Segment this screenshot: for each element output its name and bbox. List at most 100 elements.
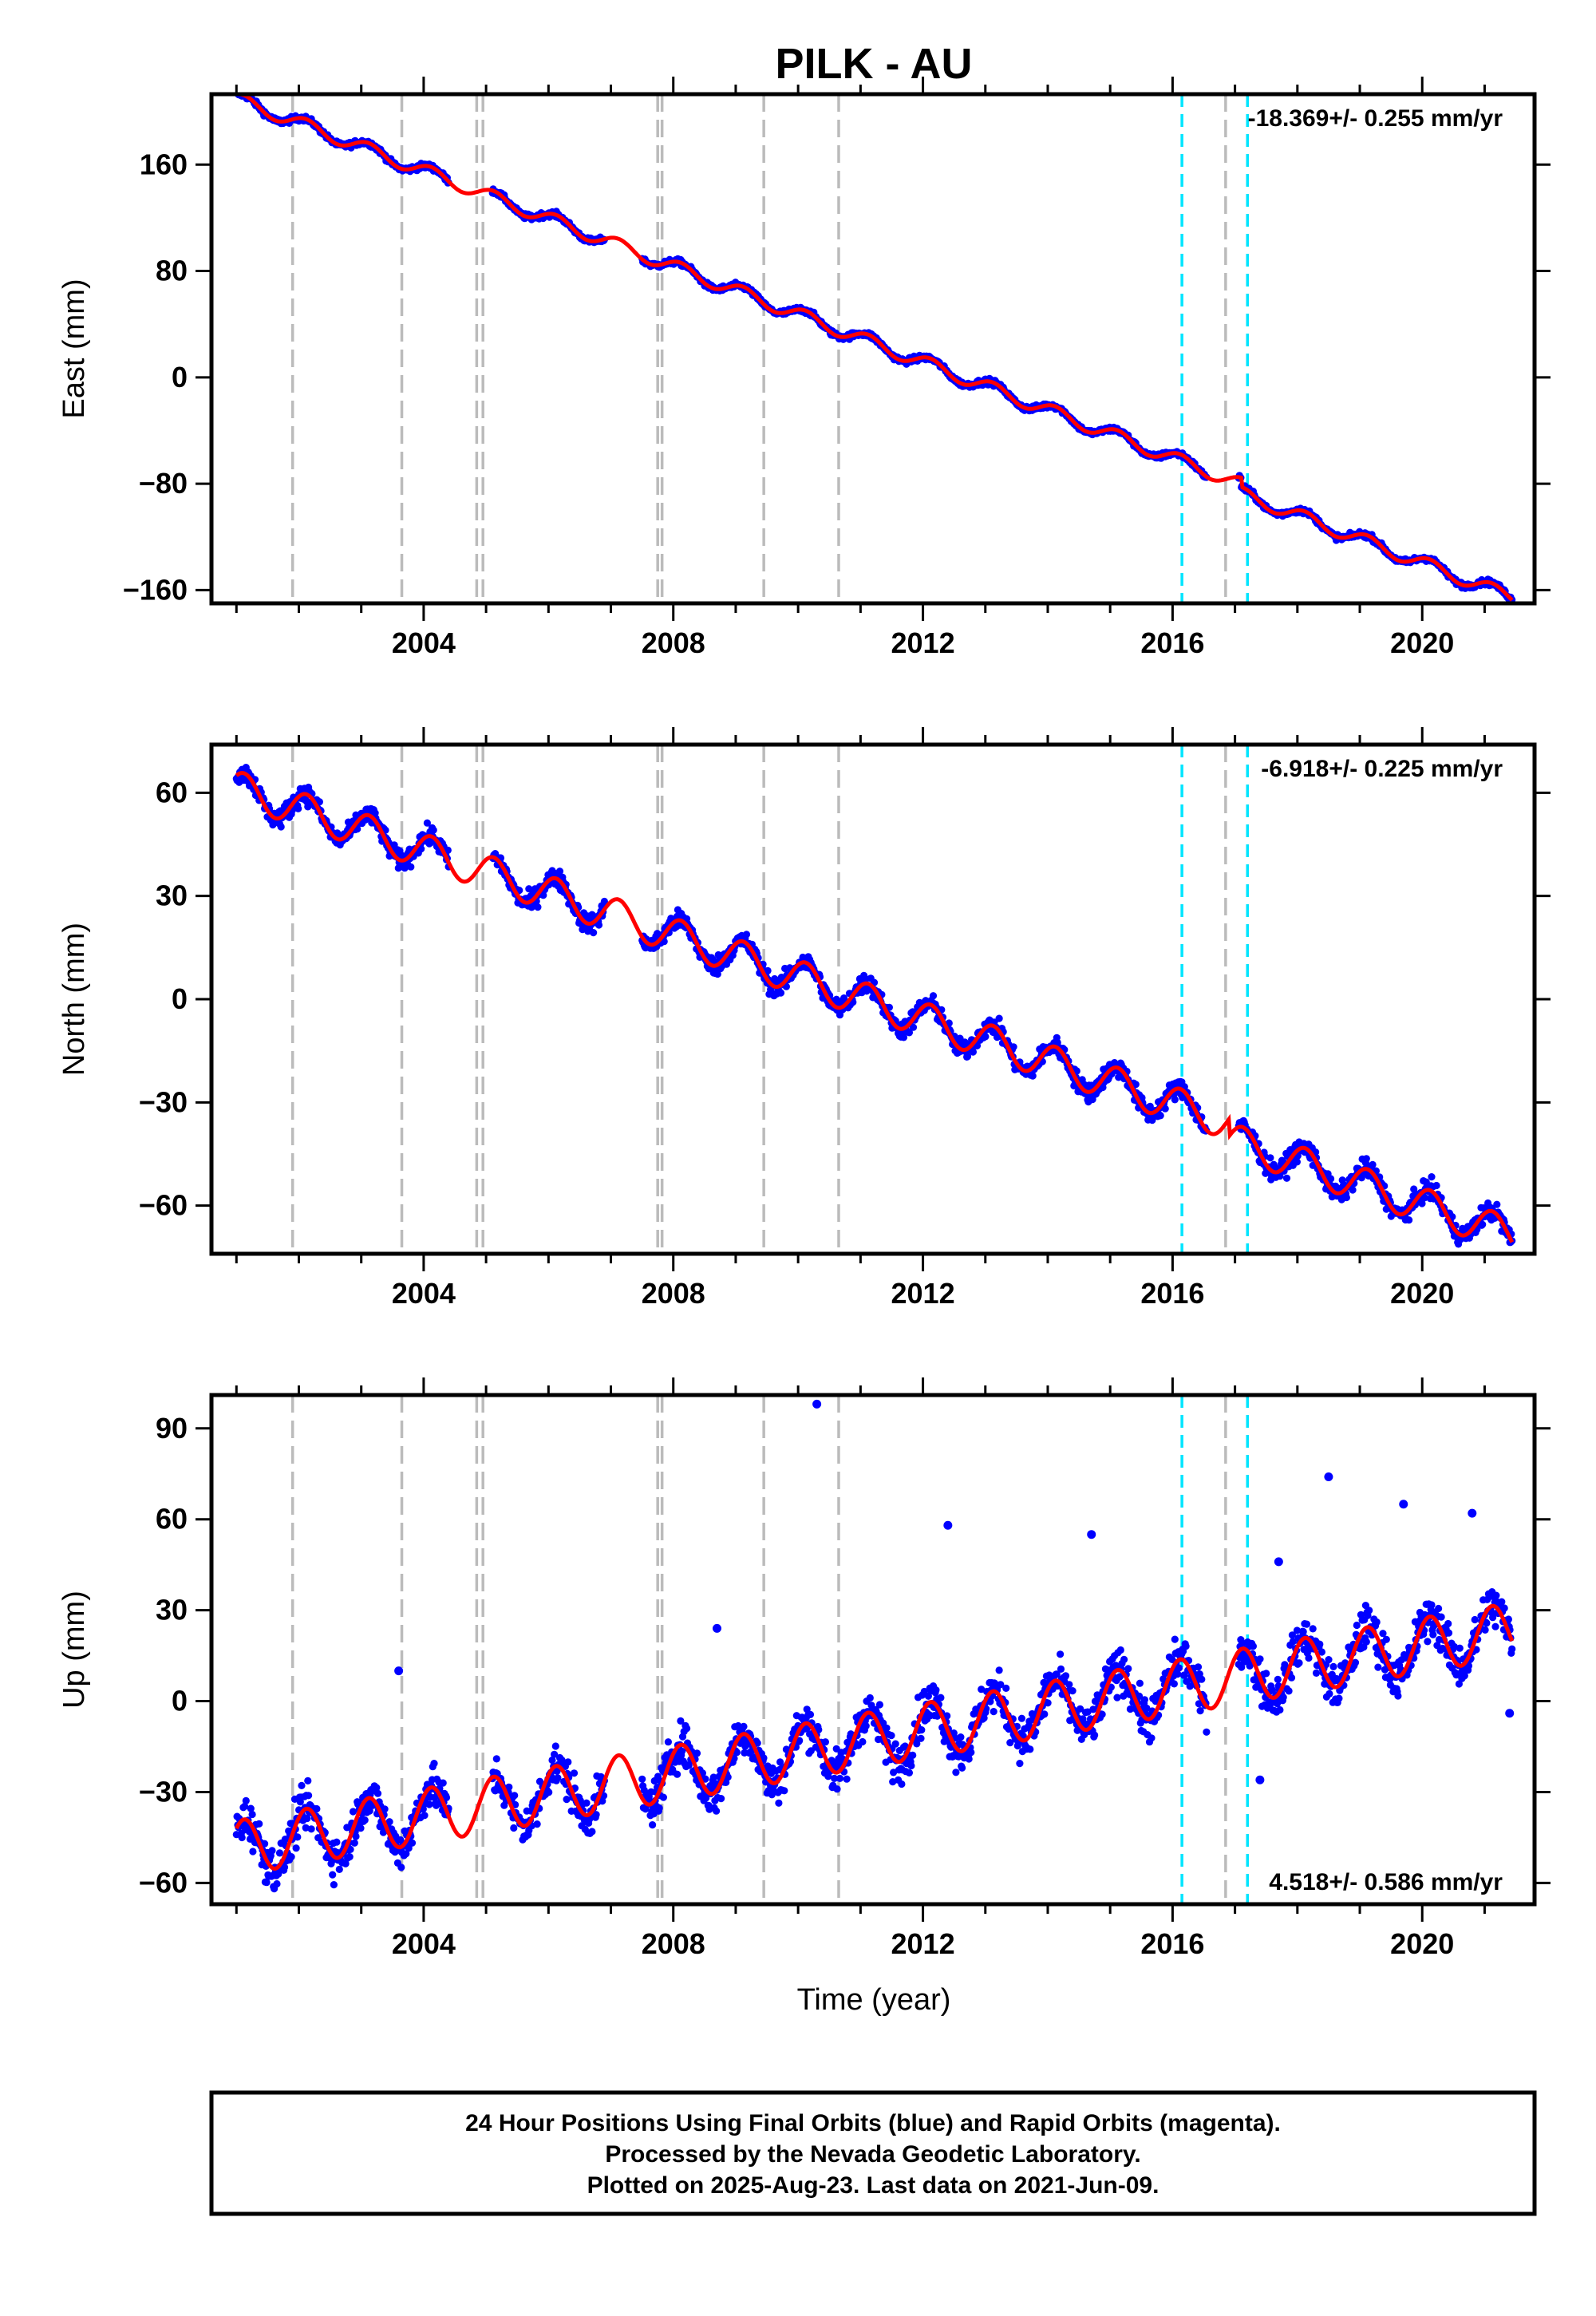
data-point	[275, 1870, 282, 1878]
data-point	[592, 1811, 600, 1819]
data-point	[397, 1863, 405, 1871]
y-tick-label: 80	[156, 255, 188, 287]
model-line	[235, 771, 1515, 1243]
data-point	[1156, 1112, 1164, 1120]
data-point	[1136, 1679, 1144, 1687]
data-point	[887, 1732, 895, 1740]
data-point	[889, 1778, 897, 1786]
data-point	[1116, 1646, 1124, 1654]
data-point	[342, 1860, 350, 1867]
data-point	[1029, 1072, 1037, 1080]
data-point	[917, 1734, 925, 1742]
data-point	[905, 1769, 913, 1777]
data-point	[595, 921, 603, 929]
data-point	[1316, 1640, 1324, 1648]
x-tick-label: 2008	[642, 626, 705, 659]
data-point	[505, 1783, 513, 1791]
data-point	[1016, 1760, 1024, 1768]
data-point	[1194, 1663, 1203, 1671]
x-tick-label: 2004	[392, 1277, 456, 1310]
data-point	[683, 1725, 691, 1733]
data-point	[776, 1758, 784, 1766]
data-point	[907, 1761, 915, 1770]
data-point	[1287, 1674, 1296, 1682]
data-point	[709, 1773, 717, 1781]
data-point	[570, 1769, 579, 1777]
data-point	[241, 1802, 249, 1810]
data-point	[1091, 1731, 1099, 1739]
data-point	[1262, 1670, 1270, 1678]
data-point	[957, 1733, 965, 1741]
data-point	[357, 1824, 365, 1832]
data-point	[588, 1828, 596, 1836]
data-point	[965, 1755, 973, 1763]
data-point	[997, 1681, 1005, 1689]
data-point	[249, 1848, 257, 1856]
data-point	[563, 1796, 571, 1804]
data-point	[533, 1820, 541, 1828]
data-point	[1276, 1705, 1284, 1714]
data-point	[909, 1751, 917, 1759]
data-point	[555, 868, 564, 875]
data-point	[724, 1773, 732, 1781]
data-point	[1053, 1670, 1061, 1678]
data-point	[1161, 1105, 1169, 1113]
y-axis-label: East (mm)	[57, 279, 91, 418]
data-point	[1266, 1154, 1274, 1162]
y-tick-label: 0	[172, 982, 188, 1015]
data-point	[294, 1833, 302, 1841]
data-point	[1362, 1155, 1370, 1163]
data-point	[1279, 1694, 1287, 1701]
data-point	[649, 1821, 657, 1829]
data-point	[1041, 1710, 1049, 1718]
data-point	[1256, 1655, 1264, 1663]
data-point	[833, 1785, 841, 1793]
data-point	[335, 1865, 343, 1873]
data-point	[329, 1871, 337, 1879]
data-point	[664, 1738, 673, 1746]
data-point	[1274, 1675, 1282, 1683]
data-point	[1171, 1635, 1179, 1643]
data-point	[408, 1839, 417, 1847]
data-point	[1116, 1673, 1124, 1681]
plot-frame	[209, 92, 1537, 606]
data-point	[677, 1717, 685, 1725]
data-point	[1479, 1220, 1487, 1228]
data-point	[969, 1048, 977, 1056]
data-point	[1006, 1739, 1014, 1747]
data-point	[1285, 1687, 1293, 1695]
data-point	[346, 1845, 354, 1853]
data-point	[303, 1814, 311, 1823]
data-point	[796, 1737, 804, 1745]
data-point	[1312, 1669, 1321, 1677]
data-point	[638, 1775, 646, 1783]
data-point	[982, 1033, 990, 1041]
data-point	[421, 1812, 429, 1820]
data-point	[1098, 1710, 1106, 1718]
data-point	[1327, 1175, 1335, 1183]
data-point	[775, 1799, 783, 1807]
data-point	[967, 1749, 975, 1757]
data-point	[583, 1799, 591, 1807]
x-tick-label: 2012	[891, 626, 955, 659]
data-point	[1077, 1705, 1084, 1713]
final-orbit-points	[232, 1399, 1516, 1893]
data-point	[1057, 1650, 1065, 1658]
data-point	[294, 804, 302, 812]
rate-label: -6.918+/- 0.225 mm/yr	[1261, 756, 1503, 782]
data-point	[1317, 1648, 1325, 1656]
data-point	[1044, 1699, 1052, 1707]
data-point	[564, 1758, 572, 1766]
data-point	[1182, 1642, 1190, 1650]
data-point	[313, 1804, 321, 1813]
data-point	[242, 1796, 250, 1804]
data-point	[1136, 1692, 1144, 1700]
data-point	[717, 1795, 725, 1803]
data-point	[1143, 1704, 1151, 1713]
data-point	[929, 992, 938, 1000]
data-point	[1084, 1708, 1092, 1716]
data-point	[402, 1850, 410, 1858]
